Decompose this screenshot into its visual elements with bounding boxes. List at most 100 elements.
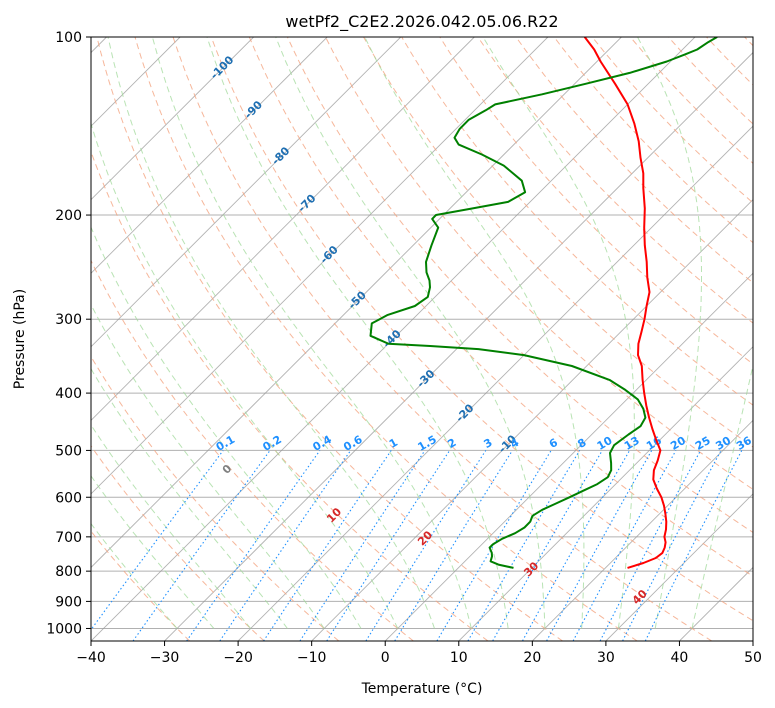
dry-adiabat-label: 10 [324, 505, 344, 525]
mixing-ratio-line [299, 450, 426, 641]
y-axis-label: Pressure (hPa) [12, 289, 28, 389]
mixing-ratio-line [91, 450, 224, 631]
y-tick-label: 300 [55, 312, 82, 328]
mixing-ratio-label: 6 [547, 436, 560, 451]
dry-adiabat-line [477, 37, 753, 324]
isotherm-label: -80 [269, 144, 292, 167]
x-tick-label: 10 [450, 650, 468, 666]
mixing-ratio-line [326, 450, 451, 641]
x-axis: −40 −30 −20 −10 0 10 20 30 40 50 [76, 641, 762, 666]
isotherm-label: -20 [453, 401, 476, 424]
mixing-ratio-label: 2 [445, 436, 458, 451]
isotherm-label: -100 [208, 53, 237, 82]
dry-adiabat-line [96, 37, 563, 641]
y-tick-label: 1000 [46, 621, 82, 637]
dry-adiabat-line [401, 37, 753, 406]
x-tick-label: 50 [744, 650, 762, 666]
moist-adiabat-line [691, 363, 753, 629]
y-tick-label: 200 [55, 208, 82, 224]
isotherm-line [91, 37, 328, 274]
y-tick-label: 700 [55, 530, 82, 546]
isotherm-line [458, 346, 753, 641]
isotherm-line [91, 37, 402, 348]
mixing-ratio-line [436, 450, 552, 641]
isotherm-line [164, 51, 753, 641]
x-tick-label: −40 [76, 650, 106, 666]
dry-adiabat-line [515, 37, 753, 284]
dry-adiabat-line [363, 37, 753, 448]
moist-adiabat-line [91, 475, 215, 629]
dry-adiabat-line [91, 444, 265, 641]
dry-adiabat-line [91, 530, 191, 641]
moist-adiabat-line [206, 37, 509, 629]
x-tick-label: 40 [671, 650, 689, 666]
dry-adiabat-labels: 0 10 20 30 40 [220, 462, 650, 607]
dry-adiabat-line [591, 37, 753, 204]
dry-adiabat-line [286, 37, 753, 534]
isotherm-line [91, 37, 254, 201]
x-tick-label: 30 [597, 650, 615, 666]
dry-adiabat-line [706, 37, 753, 86]
isotherm-label: -70 [295, 192, 318, 215]
dry-adiabat-line [744, 37, 753, 47]
x-tick-label: 20 [523, 650, 541, 666]
y-tick-label: 800 [55, 564, 82, 580]
mixing-ratio-line [186, 450, 321, 641]
isotherm-line [752, 640, 753, 641]
isotherm-line [91, 37, 475, 421]
mixing-ratio-line [546, 450, 653, 641]
dewpoint-profile [369, 37, 718, 569]
isotherm-line [679, 566, 753, 641]
mixing-ratio-line [522, 450, 631, 641]
dry-adiabat-line [172, 37, 713, 641]
y-tick-label: 400 [55, 386, 82, 402]
mixing-ratio-line [394, 450, 513, 641]
mixing-ratio-label: 3 [482, 436, 495, 451]
mixing-ratio-line [263, 450, 392, 641]
dry-adiabat-label: 40 [630, 587, 650, 607]
x-tick-label: −10 [297, 650, 327, 666]
moist-adiabat-line [637, 37, 702, 629]
moist-adiabat-line [364, 37, 585, 629]
isotherm-line [311, 199, 753, 641]
isotherm-label: -40 [381, 327, 404, 350]
moist-adiabat-line [91, 522, 178, 629]
dry-adiabat-line [91, 259, 414, 641]
moist-adiabat-line [151, 37, 472, 629]
y-tick-label: 900 [55, 594, 82, 610]
mixing-ratio-labels: 0.1 0.2 0.4 0.6 1 1.5 2 3 4 6 8 10 13 16 20 25 30 36 [214, 433, 754, 454]
dry-adiabat-label: 20 [415, 528, 435, 548]
dry-adiabat-line [91, 355, 340, 641]
moist-adiabat-line [275, 37, 546, 629]
background-lines [91, 37, 753, 641]
moist-adiabat-line [91, 226, 362, 629]
dry-adiabat-label: 30 [521, 559, 541, 579]
temperature-profile [583, 37, 668, 569]
moist-adiabat-line [91, 121, 399, 629]
isotherm-line [605, 493, 753, 641]
dry-adiabat-line [91, 150, 489, 641]
isotherm-line [91, 37, 622, 569]
mixing-ratio-line [599, 450, 702, 641]
y-tick-label: 500 [55, 443, 82, 459]
mixing-ratio-line [644, 450, 743, 641]
moist-adiabat-line [91, 424, 251, 629]
moist-adiabat-line [91, 303, 325, 629]
isotherm-line [532, 419, 753, 641]
sounding-profiles [369, 37, 718, 569]
moist-adiabat-line [107, 37, 435, 629]
y-tick-label: 100 [55, 30, 82, 46]
mixing-ratio-line [219, 450, 352, 641]
isotherm-line [91, 37, 696, 641]
isotherm-label: -90 [242, 98, 265, 121]
chart-title: wetPf2_C2E2.2026.042.05.06.R22 [285, 12, 558, 32]
isotherm-line [384, 272, 753, 641]
isotherm-label: -30 [414, 367, 437, 390]
dry-adiabat-label: 0 [220, 462, 235, 477]
y-axis: 100 200 300 400 500 600 700 800 900 1000 [46, 30, 91, 637]
isotherm-labels: -100-90-80-70-60-50-40-30-20-10 [208, 53, 520, 456]
isotherm-line [91, 37, 549, 495]
plot-frame [90, 36, 754, 642]
x-tick-label: 0 [381, 650, 390, 666]
